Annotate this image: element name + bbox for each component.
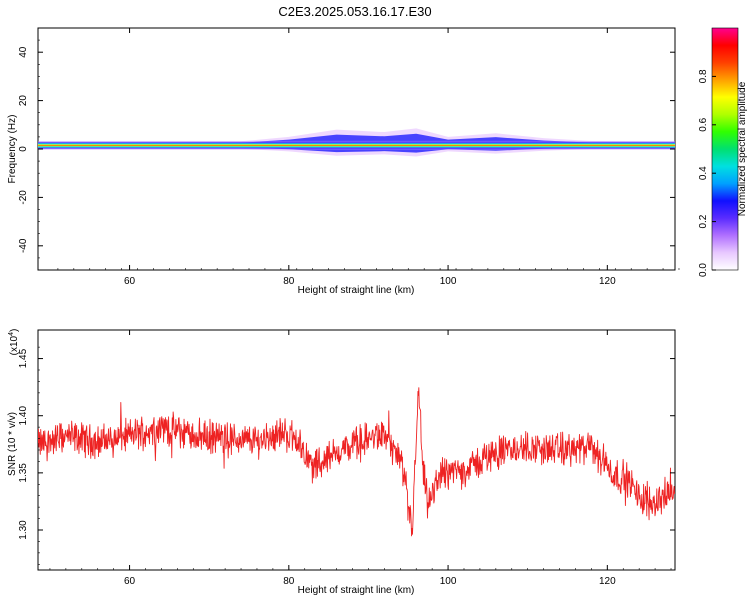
colorbar-tick-label: 0.0 bbox=[698, 263, 709, 277]
snr-x-tick-label: 120 bbox=[599, 576, 616, 587]
spectrogram-marks bbox=[38, 128, 675, 157]
snr-x-tick-label: 100 bbox=[440, 576, 457, 587]
colorbar-ticks: 0.0 0.2 0.4 0.6 0.8 bbox=[698, 69, 716, 277]
snr-y-tick-label: 1.40 bbox=[18, 406, 29, 426]
colorbar: 0.0 0.2 0.4 0.6 0.8 Normalized spectral ampl… bbox=[698, 27, 748, 277]
snr-panel: 60 80 100 120 1.30 1.35 1.40 1.45 Height of str… bbox=[7, 329, 676, 596]
spectrogram-y-tick-label: 20 bbox=[18, 95, 29, 107]
spectrogram-x-tick-label: 60 bbox=[124, 276, 136, 287]
page-title: C2E3.2025.053.16.17.E30 bbox=[278, 4, 432, 19]
spectrogram-y-tick-label: -40 bbox=[18, 238, 29, 253]
snr-y-axis-label: SNR (10 * v/v) bbox=[7, 412, 18, 476]
spectrogram-y-tick-label: 40 bbox=[18, 46, 29, 58]
spectrogram-panel: 60 80 100 120 40 20 0 -20 -40 Height of straight… bbox=[7, 27, 680, 296]
colorbar-tick-label: 0.6 bbox=[698, 117, 709, 131]
spectrogram-axes: 60 80 100 120 40 20 0 -20 -40 bbox=[18, 27, 680, 287]
snr-y-tick-label: 1.30 bbox=[18, 520, 29, 540]
spectrogram-x-tick-label: 120 bbox=[599, 276, 616, 287]
snr-x-tick-label: 60 bbox=[124, 576, 136, 587]
colorbar-tick-label: 0.2 bbox=[698, 214, 709, 228]
colorbar-tick-label: 0.4 bbox=[698, 166, 709, 180]
snr-y-tick-label: 1.45 bbox=[18, 348, 29, 368]
spectrogram-y-axis-label: Frequency (Hz) bbox=[7, 115, 18, 184]
colorbar-label: Normalized spectral amplitude bbox=[737, 81, 748, 216]
spectrogram-y-tick-label: 0 bbox=[18, 146, 29, 152]
spectrogram-x-tick-label: 100 bbox=[440, 276, 457, 287]
snr-series-line bbox=[38, 387, 675, 537]
snr-marks bbox=[38, 387, 675, 537]
spectrogram-x-tick-label: 80 bbox=[283, 276, 295, 287]
colorbar-ramp bbox=[711, 27, 739, 271]
colorbar-tick-label: 0.8 bbox=[698, 69, 709, 83]
snr-y-tick-label: 1.35 bbox=[18, 463, 29, 483]
snr-x-tick-label: 80 bbox=[283, 576, 295, 587]
snr-axes: 60 80 100 120 1.30 1.35 1.40 1.45 bbox=[18, 330, 675, 587]
spectrogram-y-tick-label: -20 bbox=[18, 190, 29, 205]
snr-y-multiplier: (x104) bbox=[8, 329, 20, 356]
spectrogram-x-axis-label: Height of straight line (km) bbox=[298, 285, 415, 296]
spectrogram-core-band bbox=[38, 140, 675, 151]
snr-x-axis-label: Height of straight line (km) bbox=[298, 585, 415, 596]
